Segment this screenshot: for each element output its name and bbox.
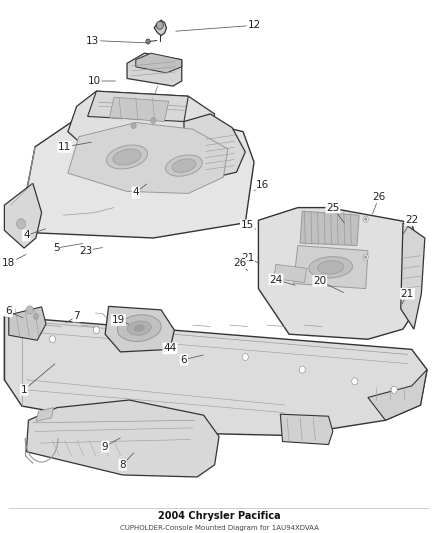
Polygon shape	[4, 183, 42, 248]
Circle shape	[299, 366, 305, 373]
Circle shape	[141, 323, 148, 330]
Polygon shape	[110, 97, 169, 122]
Text: 26: 26	[233, 259, 246, 268]
Circle shape	[363, 216, 368, 222]
Text: 11: 11	[58, 142, 71, 152]
Text: 44: 44	[163, 343, 177, 353]
Text: 18: 18	[2, 259, 15, 268]
Polygon shape	[26, 111, 254, 238]
Text: 20: 20	[313, 276, 326, 286]
Text: 4: 4	[132, 188, 139, 197]
Ellipse shape	[127, 321, 151, 335]
Ellipse shape	[318, 261, 344, 274]
Circle shape	[352, 378, 358, 385]
Polygon shape	[136, 53, 182, 73]
Ellipse shape	[309, 257, 353, 278]
Circle shape	[17, 219, 25, 229]
Ellipse shape	[117, 315, 161, 342]
Polygon shape	[293, 246, 368, 289]
Text: 15: 15	[241, 220, 254, 230]
Circle shape	[156, 21, 163, 29]
Text: 23: 23	[79, 246, 92, 256]
Polygon shape	[274, 264, 307, 282]
Text: 2004 Chrysler Pacifica: 2004 Chrysler Pacifica	[158, 511, 280, 521]
Circle shape	[26, 306, 33, 314]
Polygon shape	[258, 207, 420, 339]
Text: 26: 26	[372, 192, 385, 203]
Text: 4: 4	[23, 230, 30, 240]
Circle shape	[131, 123, 136, 128]
Polygon shape	[88, 91, 188, 122]
Polygon shape	[36, 408, 53, 421]
Text: 12: 12	[247, 20, 261, 30]
Polygon shape	[154, 20, 166, 35]
Polygon shape	[300, 211, 359, 246]
Circle shape	[364, 218, 367, 221]
Circle shape	[151, 117, 156, 124]
Circle shape	[49, 336, 56, 343]
Text: CUPHOLDER-Console Mounted Diagram for 1AU94XDVAA: CUPHOLDER-Console Mounted Diagram for 1A…	[120, 524, 318, 531]
Text: 8: 8	[119, 460, 126, 470]
Polygon shape	[4, 317, 427, 435]
Ellipse shape	[113, 149, 141, 165]
Text: 21: 21	[241, 253, 254, 263]
Text: 6: 6	[180, 354, 187, 365]
Circle shape	[363, 254, 368, 260]
Text: 16: 16	[256, 180, 269, 190]
Circle shape	[33, 313, 39, 319]
Text: 25: 25	[326, 203, 339, 213]
Text: 22: 22	[405, 215, 418, 225]
Circle shape	[93, 327, 99, 334]
Polygon shape	[68, 123, 228, 193]
Ellipse shape	[166, 155, 202, 176]
Circle shape	[146, 39, 150, 44]
Text: 6: 6	[5, 306, 12, 317]
Polygon shape	[280, 414, 333, 445]
Ellipse shape	[172, 159, 196, 172]
Polygon shape	[9, 307, 46, 340]
Polygon shape	[105, 306, 174, 352]
Text: 10: 10	[88, 76, 101, 86]
Text: 9: 9	[102, 442, 109, 451]
Text: 1: 1	[21, 385, 28, 395]
Polygon shape	[401, 223, 425, 329]
Polygon shape	[184, 114, 245, 177]
Polygon shape	[26, 400, 219, 477]
Text: 19: 19	[112, 315, 125, 325]
Text: 13: 13	[86, 36, 99, 45]
Circle shape	[391, 386, 397, 393]
Circle shape	[242, 353, 248, 360]
Ellipse shape	[134, 325, 144, 331]
Circle shape	[364, 256, 367, 259]
Text: 5: 5	[53, 243, 60, 253]
Polygon shape	[127, 53, 182, 86]
Polygon shape	[68, 91, 215, 153]
Text: 24: 24	[269, 274, 283, 285]
Text: 7: 7	[73, 311, 80, 321]
Polygon shape	[368, 370, 427, 420]
Text: 21: 21	[401, 289, 414, 298]
Ellipse shape	[106, 145, 148, 169]
